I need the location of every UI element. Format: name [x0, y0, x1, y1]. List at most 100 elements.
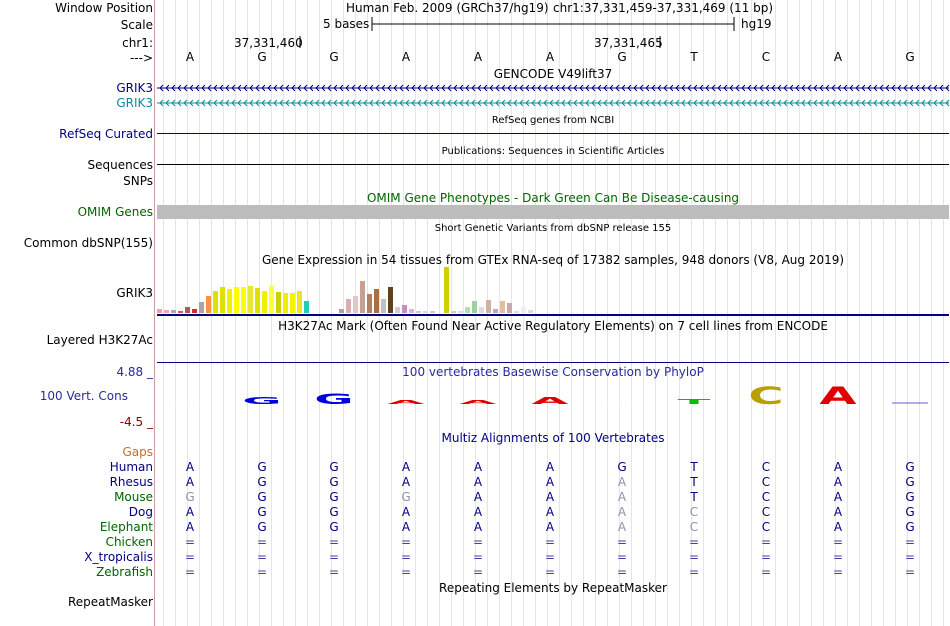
gtex-tissue-bar[interactable] [164, 310, 169, 313]
gtex-tissue-bar[interactable] [269, 286, 274, 313]
species-label-x_tropicalis[interactable]: X_tropicalis [84, 550, 153, 564]
gtex-tissue-bar[interactable] [297, 291, 302, 313]
grik3-label-2[interactable]: GRIK3 [116, 96, 153, 110]
gtex-tissue-bar[interactable] [402, 305, 407, 313]
gtex-tissue-bar[interactable] [395, 307, 400, 313]
gtex-tissue-bar[interactable] [430, 311, 435, 313]
strand-chevron [411, 99, 416, 107]
gtex-tissue-bar[interactable] [521, 307, 526, 313]
strand-chevron [921, 84, 926, 92]
gtex-tissue-bar[interactable] [339, 309, 344, 313]
gtex-tissue-bar[interactable] [500, 301, 505, 313]
gtex-tissue-bar[interactable] [416, 311, 421, 313]
gtex-tissue-bar[interactable] [304, 301, 309, 313]
gtex-tissue-bar[interactable] [479, 307, 484, 313]
strand-chevron [795, 84, 800, 92]
phylop-label[interactable]: 100 Vert. Cons [39, 389, 128, 403]
gtex-tissue-bar[interactable] [374, 289, 379, 313]
species-label-mouse[interactable]: Mouse [114, 490, 153, 504]
strand-chevron [321, 84, 326, 92]
gtex-tissue-bar[interactable] [353, 296, 358, 313]
gtex-tissue-bar[interactable] [178, 311, 183, 313]
gtex-tissue-bar[interactable] [367, 294, 372, 313]
gtex-bars[interactable] [0, 0, 950, 320]
gtex-tissue-bar[interactable] [451, 311, 456, 313]
phylop-letter: A [387, 399, 425, 405]
gtex-tissue-bar[interactable] [528, 310, 533, 313]
gtex-tissue-bar[interactable] [192, 309, 197, 313]
gtex-tissue-bar[interactable] [514, 311, 519, 313]
gtex-tissue-bar[interactable] [157, 309, 162, 313]
strand-chevron [921, 99, 926, 107]
gtex-tissue-bar[interactable] [486, 300, 491, 313]
species-label-chicken[interactable]: Chicken [105, 535, 153, 549]
gtex-tissue-bar[interactable] [171, 310, 176, 313]
gtex-tissue-bar[interactable] [276, 292, 281, 313]
species-label-elephant[interactable]: Elephant [99, 520, 153, 534]
gtex-gene-line[interactable] [157, 314, 949, 316]
refseq-line[interactable] [157, 133, 949, 134]
strand-chevron [465, 84, 470, 92]
gtex-tissue-bar[interactable] [493, 309, 498, 313]
gaps-label[interactable]: Gaps [122, 445, 153, 459]
gtex-tissue-bar[interactable] [213, 291, 218, 313]
strand-chevron [453, 84, 458, 92]
strand-chevron [435, 84, 440, 92]
strand-chevron [429, 84, 434, 92]
h3k27ac-label[interactable]: Layered H3K27Ac [46, 333, 153, 347]
dbsnp-label[interactable]: Common dbSNP(155) [23, 236, 153, 250]
gencode-title[interactable]: GENCODE V49lift37 [493, 67, 613, 81]
grik3-label-1[interactable]: GRIK3 [116, 81, 153, 95]
gtex-tissue-bar[interactable] [472, 301, 477, 313]
sequences-label[interactable]: Sequences [87, 158, 153, 172]
phylop-logo[interactable]: G G A A A T C A [0, 0, 950, 420]
gtex-tissue-bar[interactable] [423, 311, 428, 313]
gtex-tissue-bar[interactable] [388, 287, 393, 313]
gtex-tissue-bar[interactable] [381, 299, 386, 313]
gtex-tissue-bar[interactable] [262, 291, 267, 313]
repeatmasker-label[interactable]: RepeatMasker [67, 595, 153, 609]
label-separator[interactable] [154, 0, 155, 626]
strand-chevron [555, 84, 560, 92]
gtex-tissue-bar[interactable] [409, 309, 414, 313]
gtex-tissue-bar[interactable] [241, 287, 246, 313]
dbsnp-title: Short Genetic Variants from dbSNP releas… [434, 223, 672, 234]
omim-label[interactable]: OMIM Genes [77, 205, 153, 219]
grid-line [247, 0, 248, 626]
gtex-tissue-bar[interactable] [185, 307, 190, 313]
alignment-base: C [689, 520, 699, 534]
gtex-tissue-bar[interactable] [227, 289, 232, 313]
species-label-zebrafish[interactable]: Zebrafish [96, 565, 153, 579]
refseq-label[interactable]: RefSeq Curated [59, 127, 153, 141]
strand-chevron [495, 99, 500, 107]
gtex-tissue-bar[interactable] [458, 311, 463, 313]
gtex-tissue-bar[interactable] [465, 307, 470, 313]
gtex-tissue-bar[interactable] [444, 267, 449, 313]
alignment-base: = [832, 565, 844, 579]
gtex-tissue-bar[interactable] [199, 302, 204, 313]
species-label-rhesus[interactable]: Rhesus [109, 475, 153, 489]
gtex-tissue-bar[interactable] [283, 293, 288, 313]
strand-chevron [399, 99, 404, 107]
gtex-tissue-bar[interactable] [360, 281, 365, 313]
sequences-line[interactable] [157, 164, 949, 165]
omim-gene-bar[interactable] [157, 205, 949, 219]
gene-track[interactable] [0, 0, 950, 120]
strand-chevron [243, 99, 248, 107]
gtex-tissue-bar[interactable] [248, 286, 253, 313]
gtex-label[interactable]: GRIK3 [116, 286, 153, 300]
species-label-human[interactable]: Human [109, 460, 153, 474]
grid-line [943, 0, 944, 626]
gtex-tissue-bar[interactable] [346, 299, 351, 313]
gtex-tissue-bar[interactable] [234, 287, 239, 313]
gtex-tissue-bar[interactable] [206, 296, 211, 313]
gtex-tissue-bar[interactable] [290, 293, 295, 313]
alignment-base: = [544, 550, 556, 564]
alignment-base: G [329, 490, 339, 504]
gtex-tissue-bar[interactable] [220, 287, 225, 313]
gtex-tissue-bar[interactable] [255, 288, 260, 313]
snps-label[interactable]: SNPs [123, 174, 153, 188]
species-label-dog[interactable]: Dog [128, 505, 153, 519]
gtex-tissue-bar[interactable] [507, 303, 512, 313]
alignment-base: A [401, 505, 411, 519]
